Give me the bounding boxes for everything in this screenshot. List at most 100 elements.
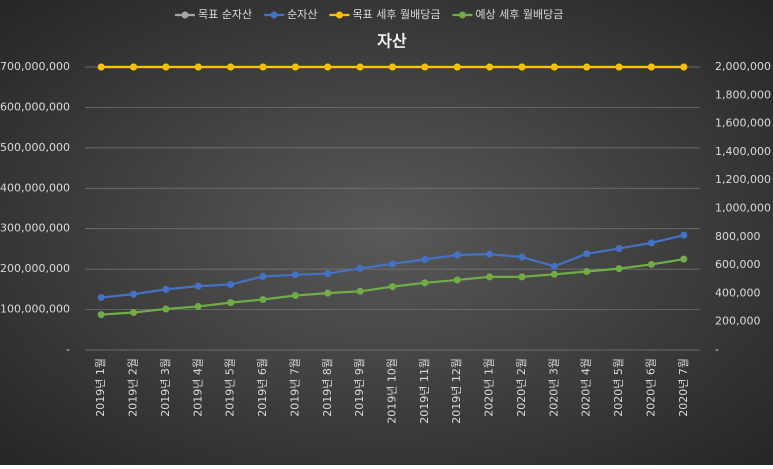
y2-tick-label: 1,000,000 xyxy=(715,202,771,215)
x-tick-label: 2019년 12월 xyxy=(450,358,463,424)
legend-marker xyxy=(181,11,189,19)
data-point xyxy=(259,295,267,303)
data-point xyxy=(615,63,623,71)
data-point xyxy=(550,63,558,71)
x-tick-label: 2020년 7월 xyxy=(677,358,690,417)
data-point xyxy=(356,63,364,71)
data-point xyxy=(324,289,332,297)
data-point xyxy=(421,279,429,287)
y-tick-label: 400,000,000 xyxy=(0,181,70,194)
x-tick-label: 2019년 3월 xyxy=(159,358,172,417)
y2-tick-label: - xyxy=(715,343,719,356)
y-tick-label: 100,000,000 xyxy=(0,303,70,316)
data-point xyxy=(130,290,138,298)
data-point xyxy=(227,63,235,71)
chart-title: 자산 xyxy=(377,32,407,51)
x-tick-label: 2020년 1월 xyxy=(483,358,496,417)
data-point xyxy=(583,250,591,258)
x-tick-label: 2019년 1월 xyxy=(94,358,107,417)
data-point xyxy=(97,293,105,301)
data-point xyxy=(453,63,461,71)
data-point xyxy=(583,267,591,275)
y-tick-label: 500,000,000 xyxy=(0,141,70,154)
x-tick-label: 2019년 10월 xyxy=(386,358,399,424)
data-point xyxy=(324,270,332,278)
data-point xyxy=(453,251,461,259)
data-point xyxy=(421,255,429,263)
data-point xyxy=(356,264,364,272)
data-point xyxy=(518,253,526,261)
x-tick-label: 2020년 3월 xyxy=(547,358,560,417)
data-point xyxy=(518,273,526,281)
data-point xyxy=(647,239,655,247)
x-tick-label: 2019년 6월 xyxy=(256,358,269,417)
data-point xyxy=(615,265,623,273)
data-point xyxy=(259,272,267,280)
y2-tick-label: 200,000 xyxy=(715,315,761,328)
x-tick-label: 2019년 5월 xyxy=(224,358,237,417)
data-point xyxy=(647,260,655,268)
data-point xyxy=(680,231,688,239)
data-point xyxy=(389,283,396,291)
data-point xyxy=(389,260,396,268)
y2-tick-label: 800,000 xyxy=(715,230,761,243)
y2-tick-label: 1,200,000 xyxy=(715,173,771,186)
data-point xyxy=(486,63,494,71)
y2-tick-label: 1,800,000 xyxy=(715,88,771,101)
x-tick-label: 2019년 4월 xyxy=(191,358,204,417)
legend-label: 예상 세후 월배당금 xyxy=(475,8,563,21)
data-point xyxy=(550,262,558,270)
data-point xyxy=(130,63,138,71)
data-point xyxy=(615,245,623,253)
data-point xyxy=(518,63,526,71)
data-point xyxy=(162,63,170,71)
legend: 목표 순자산 순자산 목표 세후 월배당금 예상 세후 월배당금 xyxy=(175,8,563,21)
data-point xyxy=(291,292,299,300)
data-point xyxy=(680,255,688,263)
x-tick-label: 2020년 6월 xyxy=(644,358,657,417)
y2-tick-label: 1,400,000 xyxy=(715,145,771,158)
data-point xyxy=(194,282,202,290)
legend-label: 목표 세후 월배당금 xyxy=(352,8,440,21)
data-point xyxy=(227,299,235,307)
legend-marker xyxy=(335,11,343,19)
legend-label: 순자산 xyxy=(287,8,317,21)
data-point xyxy=(291,271,299,279)
y-tick-label: 700,000,000 xyxy=(0,60,70,73)
y-tick-label: 600,000,000 xyxy=(0,100,70,113)
x-tick-label: 2020년 2월 xyxy=(515,358,528,417)
legend-marker xyxy=(270,11,278,19)
x-tick-label: 2019년 7월 xyxy=(288,358,301,417)
data-point xyxy=(421,63,429,71)
y-tick-label: 300,000,000 xyxy=(0,222,70,235)
data-point xyxy=(259,63,267,71)
x-tick-label: 2019년 9월 xyxy=(353,358,366,417)
data-point xyxy=(130,309,138,317)
data-point xyxy=(227,281,235,289)
data-point xyxy=(389,63,396,71)
data-point xyxy=(97,63,105,71)
data-point xyxy=(194,302,202,310)
legend-marker xyxy=(458,11,466,19)
data-point xyxy=(97,311,105,319)
data-point xyxy=(291,63,299,71)
x-tick-label: 2020년 4월 xyxy=(580,358,593,417)
data-point xyxy=(647,63,655,71)
data-point xyxy=(356,287,364,295)
data-point xyxy=(583,63,591,71)
data-point xyxy=(324,63,332,71)
y2-tick-label: 1,600,000 xyxy=(715,117,771,130)
data-point xyxy=(486,273,494,281)
y-tick-label: - xyxy=(66,343,70,356)
x-tick-label: 2020년 5월 xyxy=(612,358,625,417)
x-tick-label: 2019년 2월 xyxy=(127,358,140,417)
data-point xyxy=(162,305,170,313)
data-point xyxy=(453,276,461,284)
x-tick-label: 2019년 8월 xyxy=(321,358,334,417)
x-tick-label: 2019년 11월 xyxy=(418,358,431,424)
y2-tick-label: 600,000 xyxy=(715,258,761,271)
data-point xyxy=(162,285,170,293)
data-point xyxy=(550,270,558,278)
